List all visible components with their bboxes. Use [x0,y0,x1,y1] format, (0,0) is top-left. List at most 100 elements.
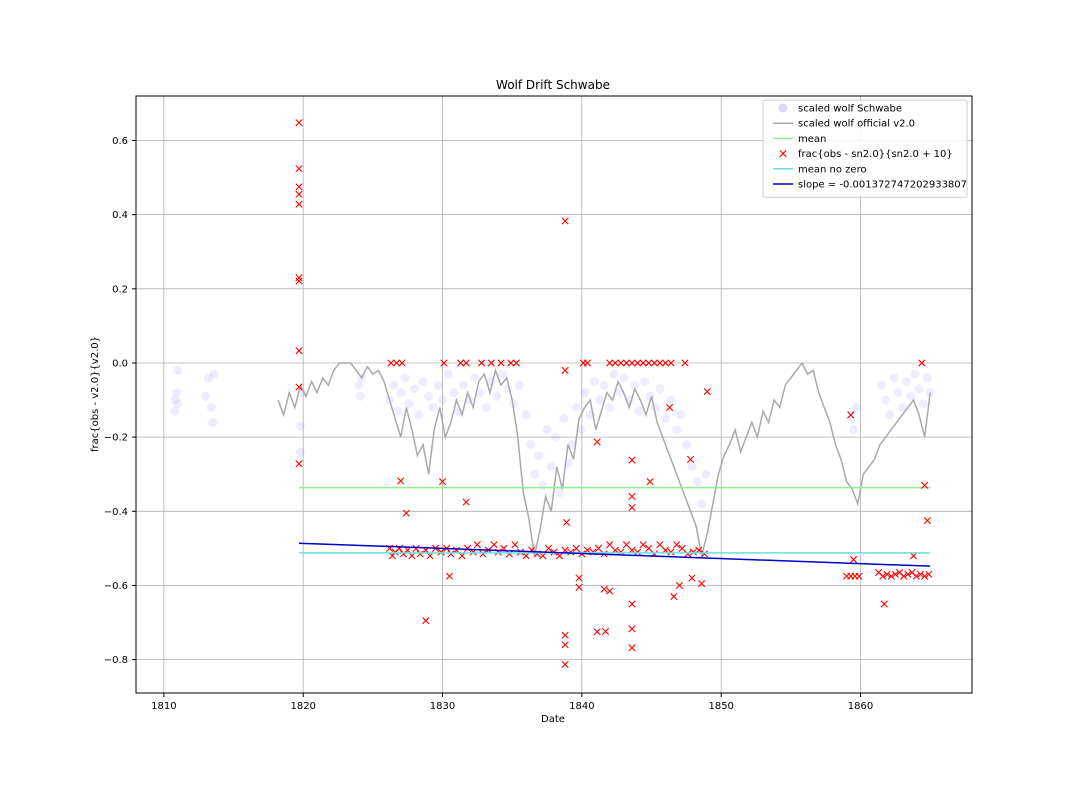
ratio-point [656,359,664,367]
ratio-point [673,541,681,549]
ratio-point [650,359,658,367]
ratio-point [634,359,642,367]
ratio-point [900,572,908,580]
schwabe-point [170,395,180,405]
ratio-point [666,403,674,412]
ratio-point [462,359,470,367]
ratio-point [645,544,653,552]
schwabe-point [640,377,650,387]
schwabe-point [914,384,924,394]
ratio-point [628,492,636,501]
ratio-point [606,359,614,367]
legend-label: frac{obs - sn2.0}{sn2.0 + 10} [798,149,953,160]
ratio-point [464,544,472,552]
ratio-point [295,460,303,468]
schwabe-point [538,480,548,490]
schwabe-point [697,499,707,509]
schwabe-point [458,380,468,390]
ratio-point [684,550,692,558]
schwabe-point [542,425,552,435]
ratio-point [507,359,515,367]
ratio-point [688,574,696,582]
schwabe-point [201,391,211,401]
schwabe-point [559,414,569,424]
ratio-point [883,570,891,578]
ratio-point [921,481,929,489]
y-tick-label: −0.2 [104,433,128,444]
ratio-point [561,366,569,374]
ratio-point [849,555,858,564]
y-tick-label: −0.4 [104,507,128,518]
y-tick-label: 0.4 [112,210,128,221]
grid [136,96,972,693]
ratio-point [408,552,416,560]
ratio-point [438,478,447,486]
schwabe-point [655,384,665,394]
ratio-point [925,570,933,578]
ratio-point [912,572,920,580]
ratio-point [555,552,564,560]
series-0 [170,365,935,509]
plot-area [170,119,935,669]
ratio-point [645,359,653,367]
schwabe-point [514,380,524,390]
ratio-point [440,359,448,367]
legend-label: scaled wolf Schwabe [798,104,902,115]
legend-label: scaled wolf official v2.0 [798,119,915,130]
ratio-point [397,477,405,485]
schwabe-point [414,410,424,420]
ratio-point [628,600,636,608]
schwabe-point [605,402,615,412]
ratio-point [295,274,303,282]
schwabe-point [438,395,448,405]
y-tick-label: −0.6 [104,581,128,592]
ratio-point [562,518,571,527]
schwabe-point [209,369,219,379]
schwabe-point [475,388,485,398]
schwabe-point [599,380,609,390]
schwabe-point [424,391,434,401]
ratio-point [505,550,514,558]
schwabe-point [470,373,480,383]
ratio-point [295,347,303,355]
schwabe-point [492,391,502,401]
schwabe-point [410,384,420,394]
schwabe-point [918,399,928,409]
x-tick-label: 1840 [569,701,594,712]
schwabe-point [418,377,428,387]
schwabe-point [389,380,399,390]
ratio-point [445,572,454,580]
ratio-point [522,552,530,560]
schwabe-point [173,365,183,375]
ratio-point [511,541,519,549]
series-1 [277,361,931,556]
ratio-point [388,552,396,560]
ratio-point [295,383,303,391]
ratio-point [656,541,664,549]
ratio-point [583,359,592,367]
ratio-point [561,660,569,669]
ratio-point [678,544,686,552]
legend-box [762,99,968,198]
ratio-point [686,455,695,463]
ratio-point [392,359,401,367]
ratio-point [700,550,709,558]
x-tick-label: 1810 [151,701,176,712]
ratio-point [561,631,569,639]
schwabe-point [849,425,859,435]
ratio-point [628,504,636,512]
ratio-point [295,190,303,198]
ratio-point [422,617,430,625]
ratio-point [477,359,486,367]
series-line [277,361,931,556]
schwabe-point [449,388,459,398]
ratio-point [539,552,547,560]
schwabe-point [660,414,670,424]
schwabe-point [546,462,556,472]
legend: scaled wolf Schwabe scaled wolf official … [762,99,968,198]
ratio-point [606,541,614,549]
ratio-point [387,359,395,367]
ratio-point [891,570,899,578]
ratio-point [855,572,863,580]
